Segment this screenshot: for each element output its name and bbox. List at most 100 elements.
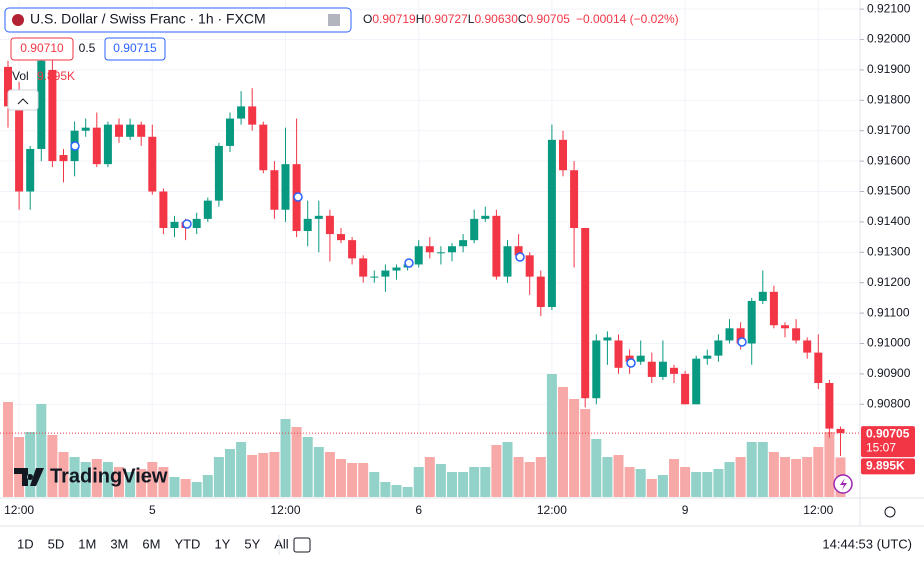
volume-bar <box>602 457 613 497</box>
volume-bar <box>413 467 424 497</box>
volume-bar <box>358 463 369 497</box>
volume-bar <box>247 455 258 497</box>
candle-body <box>492 215 501 277</box>
range-button[interactable]: 3M <box>110 536 128 551</box>
toolbar: 1D 5D 1M 3M 6M YTD 1Y 5Y All <box>17 536 289 551</box>
volume-bar <box>813 447 824 497</box>
volume-bar <box>824 432 835 497</box>
candle-body <box>48 69 57 162</box>
marker[interactable] <box>515 252 525 262</box>
y-tick-label: 0.90900 <box>867 366 911 380</box>
candle-body <box>781 325 789 329</box>
candle-body <box>503 246 512 277</box>
volume-bar <box>91 459 102 497</box>
symbol-title: U.S. Dollar / Swiss Franc · 1h · FXCM <box>30 11 266 27</box>
date-range-icon[interactable] <box>293 537 311 553</box>
volume-bar <box>69 457 80 497</box>
volume-bar <box>25 432 36 497</box>
candle-body <box>381 270 390 277</box>
volume-bar <box>191 482 202 497</box>
event-markers <box>70 141 747 368</box>
volume-tag <box>861 458 915 475</box>
marker[interactable] <box>293 192 303 202</box>
range-button[interactable]: 1D <box>17 536 34 551</box>
candle-body <box>103 124 112 165</box>
volume-bar <box>347 463 358 497</box>
volume-bar <box>657 475 668 497</box>
marker[interactable] <box>70 141 80 151</box>
volume-bar <box>680 467 691 497</box>
marker[interactable] <box>737 337 747 347</box>
brand: TradingView <box>50 465 168 487</box>
candle-body <box>725 328 734 341</box>
candle-body <box>303 218 312 232</box>
volume-bar <box>735 457 746 497</box>
volume-bar <box>691 472 702 497</box>
volume-bar <box>36 404 47 497</box>
volume-bar <box>591 439 602 497</box>
candle-body <box>214 145 223 201</box>
y-tick-label: 0.91400 <box>867 214 911 228</box>
candle-body <box>559 139 567 171</box>
candle-body <box>115 124 123 137</box>
volume-bar <box>313 447 324 497</box>
countdown: 15:07 <box>866 440 896 454</box>
volume-bar <box>435 464 446 497</box>
alert-icon <box>840 478 847 490</box>
volume-value: 9.895K <box>37 69 75 83</box>
settings-icon[interactable] <box>884 506 896 518</box>
candle-body <box>714 340 723 356</box>
candle-body <box>436 252 445 254</box>
collapse-icon <box>17 98 29 105</box>
brand-logo <box>14 468 44 486</box>
range-button[interactable]: All <box>274 536 289 551</box>
candle-body <box>636 355 645 362</box>
candle-body <box>581 227 590 399</box>
y-tick-label: 0.92000 <box>867 32 911 46</box>
volume-bar <box>502 442 513 497</box>
range-button[interactable]: YTD <box>174 536 200 551</box>
volume-bar <box>402 487 413 497</box>
candle-body <box>792 328 801 341</box>
x-tick-label: 9 <box>682 503 689 517</box>
volume-bar <box>469 467 480 497</box>
candle-body <box>81 127 90 131</box>
range-button[interactable]: 6M <box>142 536 160 551</box>
volume-bar <box>513 457 524 497</box>
range-button[interactable]: 5Y <box>244 536 260 551</box>
volume-bar <box>336 459 346 497</box>
bid-box[interactable] <box>10 37 74 61</box>
bid: 0.90710 <box>20 41 64 55</box>
range-button[interactable]: 1M <box>78 536 96 551</box>
volume-bar <box>802 457 813 497</box>
marker[interactable] <box>404 258 414 268</box>
candle-body <box>769 291 778 326</box>
candle-body <box>747 300 756 344</box>
volume-bar <box>491 445 502 497</box>
collapse-button[interactable] <box>7 89 39 111</box>
candle-body <box>803 340 812 353</box>
y-tick-label: 0.91000 <box>867 336 911 350</box>
flag-button[interactable] <box>328 14 340 26</box>
x-tick-label: 12:00 <box>537 503 567 517</box>
candle-body <box>359 258 368 277</box>
marker[interactable] <box>182 219 192 229</box>
candle-body <box>736 328 745 344</box>
volume-bar <box>380 482 391 497</box>
candle-body <box>170 221 179 228</box>
volume-bar <box>102 462 113 497</box>
candle-body <box>59 155 68 162</box>
marker[interactable] <box>626 358 636 368</box>
volume-bar <box>147 462 158 497</box>
candle-layer <box>4 54 845 456</box>
spread: 0.5 <box>79 41 96 55</box>
symbol-box[interactable] <box>4 7 352 33</box>
candle-body <box>536 276 545 308</box>
ask-box[interactable] <box>104 37 166 61</box>
volume-bar <box>258 453 269 497</box>
range-button[interactable]: 5D <box>48 536 65 551</box>
volume-bar <box>535 457 546 497</box>
range-button[interactable]: 1Y <box>214 536 230 551</box>
candle-body <box>425 246 434 253</box>
